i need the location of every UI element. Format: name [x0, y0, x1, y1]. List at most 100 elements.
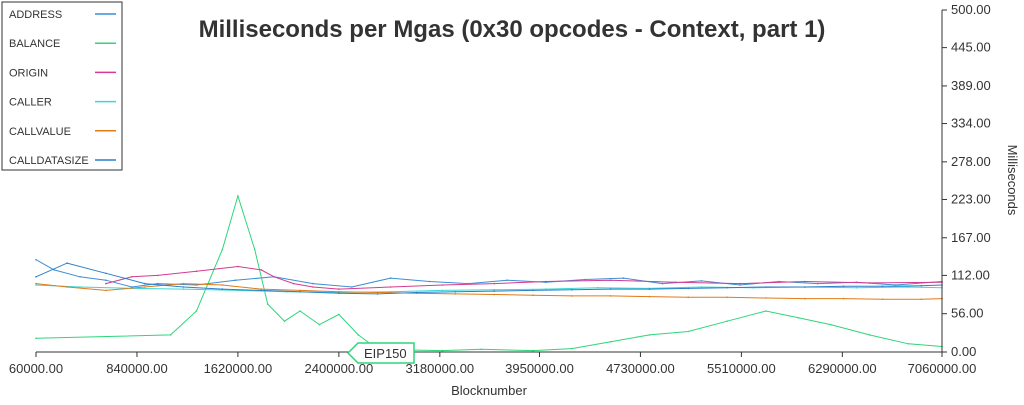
data-point-balance [35, 337, 37, 340]
data-point-balance [237, 195, 239, 197]
data-point-address [739, 284, 741, 286]
data-point-address [156, 282, 159, 285]
data-point-callvalue [299, 289, 301, 292]
data-point-callvalue [143, 286, 146, 288]
data-point-address [79, 276, 81, 278]
data-point-calldatasize [143, 282, 146, 285]
legend: ADDRESS BALANCE ORIGIN CALLER CALLVALUE CALLD… [1, 1, 123, 171]
data-point-address [389, 277, 392, 279]
y-tick-label: 0.00 [951, 344, 976, 359]
data-point-callvalue [182, 282, 185, 285]
data-point-callvalue [260, 288, 263, 290]
data-point-address [105, 279, 107, 282]
data-point-callvalue [726, 296, 728, 299]
data-point-calldatasize [105, 272, 107, 275]
data-point-calldatasize [609, 288, 612, 290]
data-point-caller [493, 289, 496, 291]
data-point-origin [493, 282, 496, 285]
data-point-calldatasize [726, 286, 728, 289]
y-axis-label: Milliseconds [1005, 145, 1020, 216]
data-point-origin [441, 284, 444, 286]
data-point-calldatasize [804, 286, 806, 288]
data-point-balance [195, 310, 198, 312]
y-tick-label: 445.00 [951, 40, 991, 55]
data-point-caller [700, 286, 703, 288]
x-tick-label: 6290000.00 [808, 361, 877, 376]
data-point-balance [726, 320, 728, 323]
data-point-origin [105, 282, 107, 285]
data-point-address [35, 258, 37, 261]
data-point-balance [907, 343, 910, 345]
data-point-calldatasize [571, 289, 573, 291]
axes-layer [36, 10, 943, 353]
y-tick-label: 278.00 [951, 154, 991, 169]
eip150-label: EIP150 [364, 346, 407, 361]
data-point-address [700, 280, 703, 282]
series-line-address [35, 259, 943, 288]
data-point-origin [260, 269, 263, 271]
data-point-calldatasize [532, 289, 534, 292]
y-tick-label: 112.00 [951, 267, 990, 282]
data-point-callvalue [648, 295, 651, 298]
data-point-callvalue [338, 291, 340, 293]
data-point-caller [182, 288, 185, 290]
data-point-callvalue [376, 291, 379, 294]
legend-label-caller: CALLER [9, 97, 52, 109]
data-point-address [894, 284, 897, 286]
data-point-origin [338, 288, 340, 290]
data-point-origin [312, 286, 314, 288]
y-tick-label: 223.00 [951, 191, 991, 206]
data-point-caller [545, 288, 547, 290]
data-point-calldatasize [182, 286, 185, 288]
data-point-origin [739, 282, 741, 285]
data-point-balance [283, 320, 286, 323]
data-point-caller [389, 291, 392, 293]
data-point-callvalue [842, 297, 845, 300]
data-point-origin [545, 280, 547, 283]
data-point-balance [797, 317, 800, 319]
data-point-balance [357, 334, 360, 336]
data-point-origin [868, 282, 871, 284]
data-point-address [622, 277, 625, 279]
data-point-balance [441, 349, 444, 352]
y-tick-label: 56.00 [951, 306, 984, 321]
data-point-origin [804, 280, 806, 283]
data-point-calldatasize [687, 287, 690, 290]
data-point-balance [868, 334, 871, 336]
x-tick-label: 1620000.00 [204, 361, 273, 376]
data-point-callvalue [221, 284, 224, 286]
data-point-callvalue [532, 294, 534, 297]
data-point-balance [648, 334, 651, 336]
eip150-flag [346, 342, 415, 364]
data-point-calldatasize [221, 288, 224, 290]
data-point-balance [765, 310, 767, 312]
data-point-address [584, 278, 586, 281]
series-layer [35, 194, 943, 352]
legend-label-address: ADDRESS [9, 9, 62, 21]
data-point-balance [169, 334, 172, 336]
data-point-origin [156, 274, 159, 277]
data-point-caller [855, 286, 858, 289]
data-point-callvalue [493, 293, 496, 296]
data-point-calldatasize [454, 291, 457, 293]
annotation-layer: EIP150 [346, 342, 415, 364]
data-point-balance [532, 349, 534, 352]
data-point-caller [441, 289, 444, 292]
y-tick-label: 167.00 [951, 230, 991, 245]
data-point-calldatasize [35, 276, 37, 278]
data-point-origin [237, 265, 239, 268]
data-point-origin [674, 281, 677, 284]
data-point-address [428, 280, 431, 283]
data-point-balance [253, 248, 256, 251]
series-line-origin [105, 265, 943, 290]
data-point-balance [687, 330, 690, 333]
legend-label-origin: ORIGIN [9, 67, 48, 79]
data-point-calldatasize [648, 288, 651, 290]
data-point-address [351, 286, 353, 288]
legend-label-callvalue: CALLVALUE [9, 126, 71, 138]
y-tick-label: 389.00 [951, 78, 991, 93]
data-point-calldatasize [920, 284, 923, 287]
data-point-calldatasize [376, 293, 379, 295]
data-point-callvalue [609, 295, 612, 297]
